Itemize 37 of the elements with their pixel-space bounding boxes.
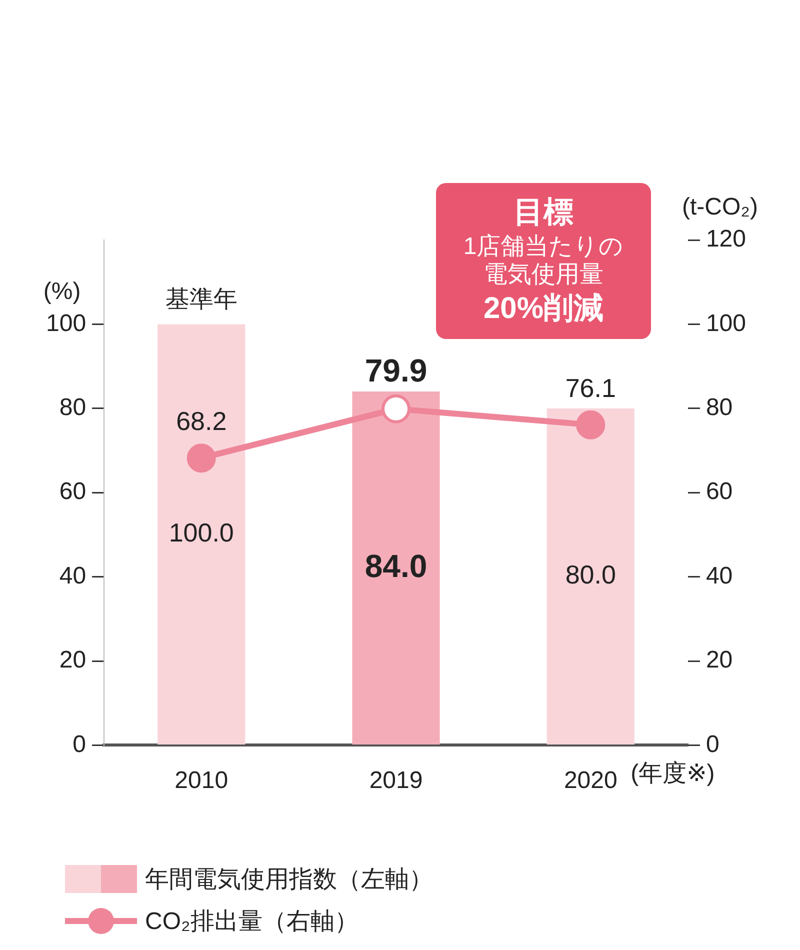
y2-tick-label: 120 <box>706 226 746 253</box>
point <box>576 410 606 440</box>
y-tick-label: 100 <box>46 310 86 337</box>
y2-tick-label: 40 <box>706 562 733 590</box>
annotation: 20%削減 <box>482 291 605 327</box>
y2-tick-label: 20 <box>706 646 733 674</box>
data-label: 68.2 <box>176 406 227 436</box>
x-tick-label: 2019 <box>369 767 423 794</box>
data-label: 79.9 <box>364 352 428 389</box>
data-label: 80.0 <box>565 560 616 590</box>
data-label: 100.0 <box>168 517 234 548</box>
y-tick-label: 20 <box>59 646 86 674</box>
legend-label: CO₂排出量（右軸） <box>145 907 358 937</box>
bar <box>546 408 634 744</box>
x-axis-title: (年度※) <box>630 760 715 787</box>
y2-tick-label: 60 <box>706 478 733 506</box>
legend-label: 年間電気使用指数（左軸） <box>145 865 433 895</box>
y2-tick-label: 0 <box>706 730 720 758</box>
y-tick-label: 40 <box>59 562 86 590</box>
annotation: 1店舗当たりの電気使用量 <box>462 233 625 289</box>
y-tick-label: 0 <box>72 730 86 758</box>
y-axis-title: (%) <box>43 278 81 305</box>
y2-tick-label: 80 <box>706 394 733 422</box>
point <box>186 444 216 473</box>
text: 目標 <box>512 195 574 231</box>
point <box>382 394 410 424</box>
x-tick-label: 2010 <box>174 767 228 794</box>
bar <box>352 392 440 744</box>
bar <box>158 324 246 744</box>
annotation: 基準年 <box>165 286 238 313</box>
y2-tick-label: 100 <box>706 310 746 337</box>
y-tick-label: 60 <box>59 478 86 506</box>
y2-axis-title: (t-CO₂) <box>682 194 758 221</box>
x-tick-label: 2020 <box>564 767 618 794</box>
data-label: 76.1 <box>565 372 616 403</box>
y-tick-label: 80 <box>59 394 86 422</box>
data-label: 84.0 <box>364 548 428 584</box>
